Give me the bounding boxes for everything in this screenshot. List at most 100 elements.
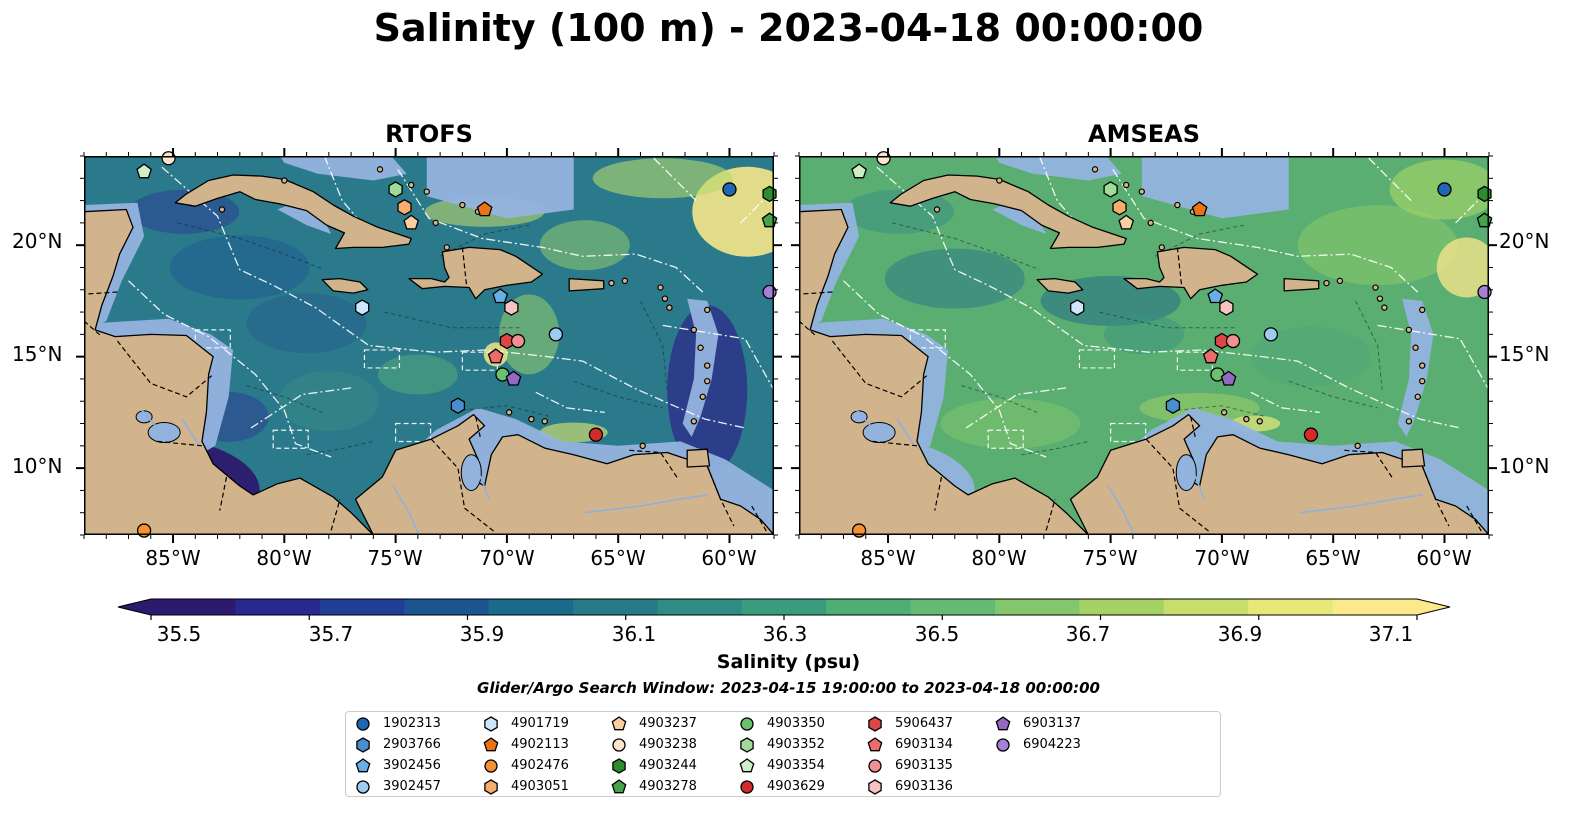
map-frame <box>799 156 1489 535</box>
colorbar-extend-high <box>1417 599 1450 615</box>
colorbar-tick-label: 36.5 <box>914 622 960 646</box>
island <box>281 177 288 184</box>
legend-label: 4903354 <box>767 758 825 773</box>
lake <box>862 421 896 443</box>
legend-label: 6903137 <box>1023 716 1081 731</box>
island <box>657 284 664 291</box>
island <box>541 418 548 425</box>
figure-title: Salinity (100 m) - 2023-04-18 00:00:00 <box>373 6 1204 50</box>
island <box>443 244 451 251</box>
legend-item-4903354: 4903354 <box>738 755 825 776</box>
legend-item-3902457: 3902457 <box>354 776 441 797</box>
island <box>1122 181 1130 189</box>
legend-marker-4901719 <box>484 715 498 732</box>
circle-marker-icon <box>740 716 754 731</box>
legend-marker-4903354 <box>739 757 755 772</box>
panel-title-rtofs: RTOFS <box>385 120 473 148</box>
float-marker-4903629 <box>1303 427 1319 442</box>
legend-item-2903766: 2903766 <box>354 734 441 755</box>
colorbar-segment <box>319 599 405 615</box>
lon-label-80w: 80°W <box>971 546 1027 570</box>
legend-label: 4903352 <box>767 737 825 752</box>
colorbar-segment <box>235 599 321 615</box>
legend-item-4903237: 4903237 <box>610 713 697 734</box>
colorbar-segment <box>1332 599 1418 615</box>
eez-boundary <box>363 349 401 369</box>
island <box>639 442 646 450</box>
lat-label-10n-left: 10°N <box>12 454 63 478</box>
legend-marker-6904223 <box>996 737 1010 752</box>
river <box>1299 494 1423 514</box>
island <box>1174 201 1181 209</box>
legend-item-4902476: 4902476 <box>482 755 569 776</box>
island <box>376 166 384 173</box>
lat-label-10n-right: 10°N <box>1499 454 1550 478</box>
legend-item-4901719: 4901719 <box>482 713 569 734</box>
float-marker-4903354 <box>851 163 867 179</box>
float-marker-6903134 <box>487 348 504 364</box>
float-marker-4903237 <box>403 214 420 230</box>
salinity-patch <box>940 398 1081 449</box>
legend-item-5906437: 5906437 <box>866 713 953 734</box>
legend-label: 3902456 <box>383 758 441 773</box>
legend-label: 4903629 <box>767 779 825 794</box>
float-marker-4903237 <box>1118 214 1135 230</box>
island <box>996 177 1003 184</box>
river <box>856 409 874 429</box>
colorbar-segment <box>995 599 1080 615</box>
eez-boundary <box>1377 324 1489 391</box>
country-border <box>430 438 497 534</box>
legend-marker-1902313 <box>356 716 370 731</box>
country-border <box>1344 449 1394 480</box>
land-trinidad <box>686 448 711 468</box>
legend-item-1902313: 1902313 <box>354 713 441 734</box>
lake <box>850 410 868 424</box>
legend-item-4903051: 4903051 <box>482 776 569 797</box>
eez-boundary <box>395 422 432 443</box>
legend-marker-3902456 <box>355 757 371 772</box>
country-border <box>1190 416 1196 438</box>
float-marker-3902456 <box>492 288 509 304</box>
legend-marker-4903629 <box>740 779 754 794</box>
country-border <box>629 449 679 480</box>
shelf-cubashelf <box>992 202 1047 234</box>
legend-label: 4903350 <box>767 716 825 731</box>
float-marker-6903135 <box>1225 333 1241 349</box>
country-border <box>475 416 481 438</box>
lat-label-15n-right: 15°N <box>1499 342 1550 366</box>
island <box>661 295 669 302</box>
colorbar-segment <box>488 599 574 615</box>
eez-boundary <box>987 429 1024 449</box>
island <box>1419 306 1426 314</box>
land-southam <box>1069 413 1489 535</box>
legend-marker-4903238 <box>612 737 626 752</box>
circle-marker-icon <box>996 737 1010 752</box>
isobath-contour <box>1021 440 1089 456</box>
island <box>933 206 941 213</box>
legend-label: 1902313 <box>383 716 441 731</box>
island <box>1138 188 1145 195</box>
legend-item-6904223: 6904223 <box>994 734 1081 755</box>
eez-boundary <box>909 329 946 349</box>
country-border <box>1466 505 1483 534</box>
amseas-map <box>791 148 1497 543</box>
panel-title-amseas: AMSEAS <box>1088 120 1200 148</box>
salinity-patch <box>1297 205 1458 286</box>
circle-marker-icon <box>356 779 370 794</box>
legend-label: 6903136 <box>895 779 953 794</box>
float-marker-4903051 <box>1112 199 1127 216</box>
legend-label: 6903135 <box>895 758 953 773</box>
lat-label-20n-right: 20°N <box>1499 229 1550 253</box>
legend-item-4903244: 4903244 <box>610 755 697 776</box>
circle-marker-icon <box>612 737 626 752</box>
float-marker-1902313 <box>722 182 737 197</box>
land-yucatan <box>799 208 1090 535</box>
colorbar-label: Salinity (psu) <box>716 651 861 673</box>
float-marker-6903137 <box>1220 370 1237 386</box>
island <box>1419 362 1426 369</box>
island <box>1323 279 1330 287</box>
island <box>621 277 629 285</box>
isobath-contour <box>306 440 374 456</box>
isobath-contour <box>573 380 663 409</box>
legend-label: 4903237 <box>639 716 697 731</box>
